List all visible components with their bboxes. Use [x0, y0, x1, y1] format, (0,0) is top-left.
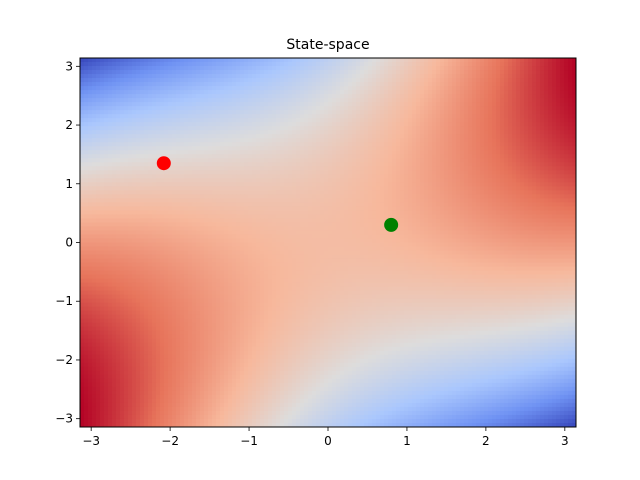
marker-layer — [156, 156, 399, 232]
axis-ticks: −3 −2 −1 0 1 2 3 −3 −2 −1 0 1 2 3 — [55, 59, 568, 448]
y-tick-label: 3 — [65, 59, 73, 73]
plot-frame — [79, 57, 577, 428]
x-tick-label: 2 — [482, 434, 490, 448]
y-tick-label: 2 — [65, 118, 73, 132]
x-tick-label: 1 — [403, 434, 411, 448]
x-tick-label: 0 — [324, 434, 332, 448]
chart-title: State-space — [286, 37, 369, 53]
y-tick-label: −2 — [55, 353, 73, 367]
x-tick-label: −2 — [161, 434, 179, 448]
y-tick-label: −3 — [55, 412, 73, 426]
x-tick-label: −1 — [240, 434, 258, 448]
state-point-2 — [384, 217, 399, 232]
x-tick-label: −3 — [82, 434, 100, 448]
heatmap-field — [80, 58, 576, 427]
y-tick-label: 0 — [65, 236, 73, 250]
state-point-1 — [156, 156, 171, 171]
x-tick-label: 3 — [561, 434, 569, 448]
y-tick-label: −1 — [55, 294, 73, 308]
y-tick-label: 1 — [65, 177, 73, 191]
